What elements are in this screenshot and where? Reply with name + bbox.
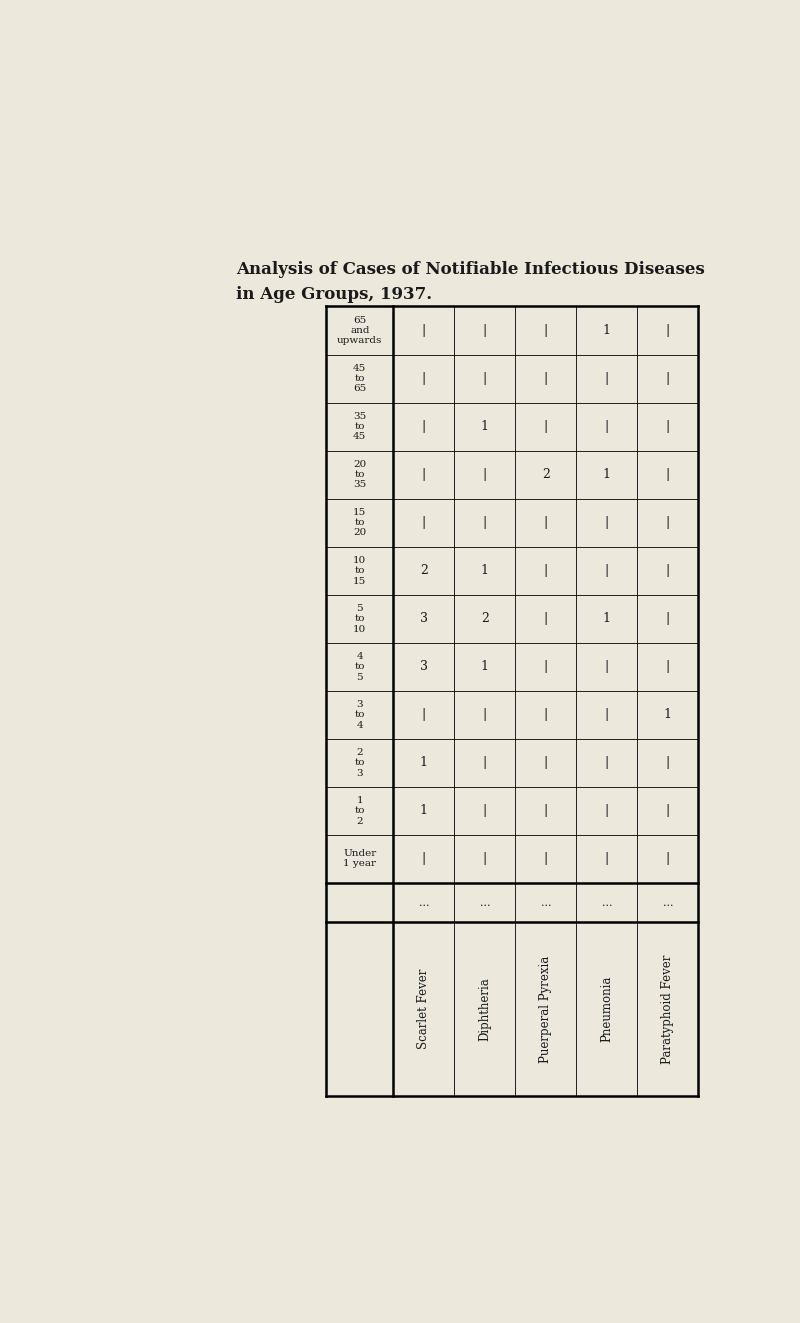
Text: |: | — [666, 804, 670, 818]
Text: |: | — [666, 324, 670, 337]
Text: |: | — [544, 852, 548, 865]
Text: |: | — [482, 708, 487, 721]
Text: ...: ... — [602, 897, 612, 908]
Text: 15
to
20: 15 to 20 — [353, 508, 366, 537]
Text: 1: 1 — [420, 757, 428, 769]
Text: |: | — [605, 852, 609, 865]
Text: 1: 1 — [481, 564, 489, 577]
Text: 10
to
15: 10 to 15 — [353, 556, 366, 586]
Text: 1: 1 — [481, 419, 489, 433]
Text: |: | — [544, 757, 548, 769]
Text: Scarlet Fever: Scarlet Fever — [418, 968, 430, 1049]
Text: |: | — [422, 852, 426, 865]
Text: |: | — [482, 804, 487, 818]
Text: 3
to
4: 3 to 4 — [354, 700, 365, 729]
Text: 3: 3 — [420, 613, 428, 626]
Text: |: | — [482, 324, 487, 337]
Text: |: | — [605, 564, 609, 577]
Text: |: | — [544, 708, 548, 721]
Text: |: | — [666, 564, 670, 577]
Text: Analysis of Cases of Notifiable Infectious Diseases: Analysis of Cases of Notifiable Infectio… — [237, 261, 705, 278]
Text: |: | — [666, 852, 670, 865]
Text: |: | — [482, 468, 487, 482]
Text: |: | — [666, 468, 670, 482]
Text: 1: 1 — [664, 708, 672, 721]
Text: |: | — [666, 613, 670, 626]
Text: |: | — [482, 757, 487, 769]
Text: ...: ... — [418, 897, 429, 908]
Text: 1
to
2: 1 to 2 — [354, 796, 365, 826]
Text: 45
to
65: 45 to 65 — [353, 364, 366, 393]
Text: |: | — [482, 372, 487, 385]
Text: |: | — [544, 613, 548, 626]
Text: 1: 1 — [602, 468, 610, 482]
Text: |: | — [544, 516, 548, 529]
Text: Under
1 year: Under 1 year — [343, 849, 377, 868]
Text: 2: 2 — [481, 613, 489, 626]
Text: 4
to
5: 4 to 5 — [354, 652, 365, 681]
Text: |: | — [422, 468, 426, 482]
Text: in Age Groups, 1937.: in Age Groups, 1937. — [237, 286, 433, 303]
Text: |: | — [544, 372, 548, 385]
Text: 1: 1 — [420, 804, 428, 818]
Text: |: | — [482, 852, 487, 865]
Text: Pneumonia: Pneumonia — [600, 976, 614, 1043]
Text: |: | — [422, 516, 426, 529]
Text: |: | — [605, 708, 609, 721]
Text: 35
to
45: 35 to 45 — [353, 411, 366, 442]
Text: |: | — [666, 372, 670, 385]
Text: |: | — [666, 419, 670, 433]
Text: |: | — [544, 324, 548, 337]
Text: |: | — [422, 324, 426, 337]
Text: 1: 1 — [602, 613, 610, 626]
Text: |: | — [422, 419, 426, 433]
Text: |: | — [605, 804, 609, 818]
Text: 2: 2 — [542, 468, 550, 482]
Text: |: | — [544, 660, 548, 673]
Text: 2
to
3: 2 to 3 — [354, 747, 365, 778]
Text: |: | — [605, 419, 609, 433]
Text: |: | — [605, 372, 609, 385]
Text: 20
to
35: 20 to 35 — [353, 459, 366, 490]
Text: ...: ... — [541, 897, 551, 908]
Text: |: | — [666, 660, 670, 673]
Text: |: | — [666, 757, 670, 769]
Text: |: | — [422, 708, 426, 721]
Text: 2: 2 — [420, 564, 428, 577]
Text: ...: ... — [479, 897, 490, 908]
Text: Paratyphoid Fever: Paratyphoid Fever — [662, 954, 674, 1064]
Text: |: | — [544, 564, 548, 577]
Text: 1: 1 — [481, 660, 489, 673]
Text: |: | — [666, 516, 670, 529]
Text: 5
to
10: 5 to 10 — [353, 603, 366, 634]
Text: Puerperal Pyrexia: Puerperal Pyrexia — [539, 955, 552, 1062]
Text: |: | — [482, 516, 487, 529]
Text: |: | — [605, 757, 609, 769]
Text: 1: 1 — [602, 324, 610, 337]
Text: |: | — [605, 660, 609, 673]
Text: Diphtheria: Diphtheria — [478, 978, 491, 1041]
Text: |: | — [422, 372, 426, 385]
Text: ...: ... — [662, 897, 673, 908]
Text: |: | — [544, 804, 548, 818]
Text: |: | — [544, 419, 548, 433]
Text: 3: 3 — [420, 660, 428, 673]
Text: 65
and
upwards: 65 and upwards — [337, 316, 382, 345]
Text: |: | — [605, 516, 609, 529]
